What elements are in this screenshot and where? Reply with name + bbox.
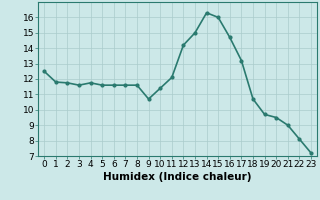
X-axis label: Humidex (Indice chaleur): Humidex (Indice chaleur) <box>103 172 252 182</box>
